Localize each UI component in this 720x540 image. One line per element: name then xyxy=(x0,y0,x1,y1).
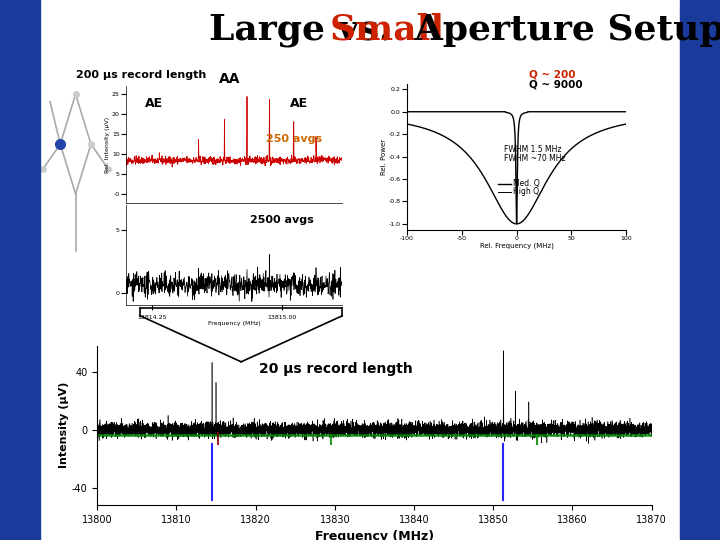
Text: Q ~ 200: Q ~ 200 xyxy=(529,70,576,79)
Y-axis label: Rel. Power: Rel. Power xyxy=(381,139,387,174)
Text: 250 avgs: 250 avgs xyxy=(266,134,323,144)
Text: 200 μs record length: 200 μs record length xyxy=(76,70,206,79)
Text: FWHM ~70 MHz: FWHM ~70 MHz xyxy=(504,154,566,163)
Text: Q ~ 9000: Q ~ 9000 xyxy=(529,80,582,90)
Text: AE: AE xyxy=(289,97,308,110)
Text: Large vs.: Large vs. xyxy=(209,13,404,46)
Text: High Q: High Q xyxy=(513,187,539,196)
Bar xyxy=(0,0,40,540)
X-axis label: Rel. Frequency (MHz): Rel. Frequency (MHz) xyxy=(480,242,554,248)
Text: 2500 avgs: 2500 avgs xyxy=(250,215,313,225)
X-axis label: Frequency (MHz): Frequency (MHz) xyxy=(315,530,434,540)
Text: 20 μs record length: 20 μs record length xyxy=(258,362,413,375)
Text: AE: AE xyxy=(145,97,163,110)
Text: Aperture Setup: Aperture Setup xyxy=(402,13,720,46)
Text: FWHM 1.5 MHz: FWHM 1.5 MHz xyxy=(504,145,562,153)
Text: Med. Q: Med. Q xyxy=(513,179,540,188)
Y-axis label: Intensity (μV): Intensity (μV) xyxy=(59,382,69,468)
Y-axis label: Rel. Intensity (μV): Rel. Intensity (μV) xyxy=(106,117,110,172)
Text: Small: Small xyxy=(330,13,445,46)
X-axis label: Frequency (MHz): Frequency (MHz) xyxy=(207,321,261,326)
Text: AA: AA xyxy=(219,72,240,86)
Bar xyxy=(680,0,720,540)
